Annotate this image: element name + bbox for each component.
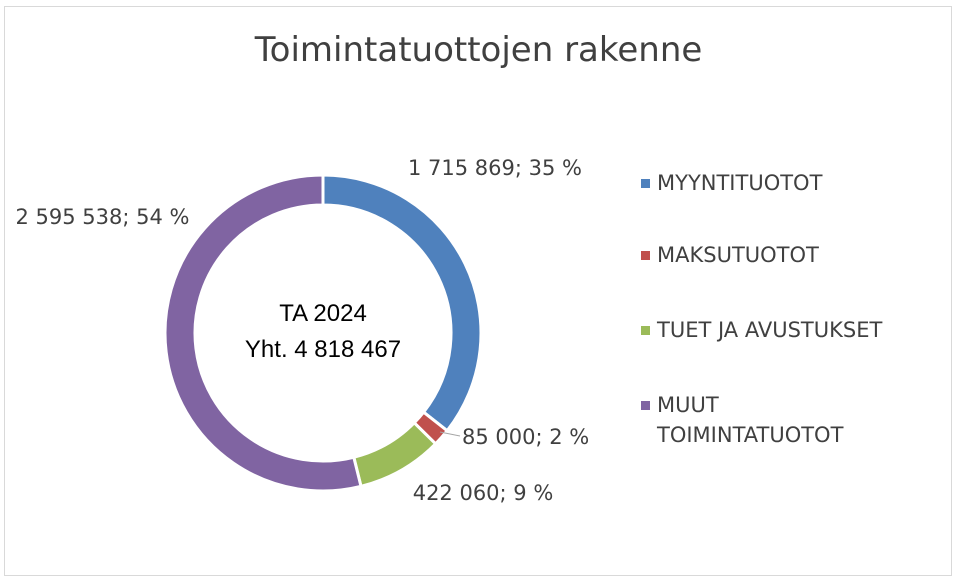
legend-swatch	[641, 401, 650, 410]
legend-label: TUET JA AVUSTUKSET	[657, 318, 883, 342]
center-label: TA 2024	[279, 300, 367, 327]
data-label: 2 595 538; 54 %	[15, 205, 190, 229]
chart-title: Toimintatuottojen rakenne	[254, 30, 703, 70]
legend-label: MAKSUTUOTOT	[657, 243, 819, 267]
legend-label: MUUT TOIMINTATUOTOT	[657, 393, 844, 447]
chart-frame	[4, 6, 952, 576]
legend-swatch	[641, 179, 650, 188]
donut-segment	[163, 173, 363, 493]
data-label: 1 715 869; 35 %	[408, 156, 582, 180]
center-label: Yht. 4 818 467	[244, 336, 402, 363]
legend-swatch	[641, 326, 650, 335]
donut-segment	[351, 420, 438, 489]
data-label: 422 060; 9 %	[412, 481, 554, 505]
leader-line	[439, 431, 461, 437]
legend-swatch	[641, 251, 650, 260]
legend-label: MYYNTITUOTOT	[657, 171, 823, 195]
data-label: 85 000; 2 %	[462, 425, 590, 449]
